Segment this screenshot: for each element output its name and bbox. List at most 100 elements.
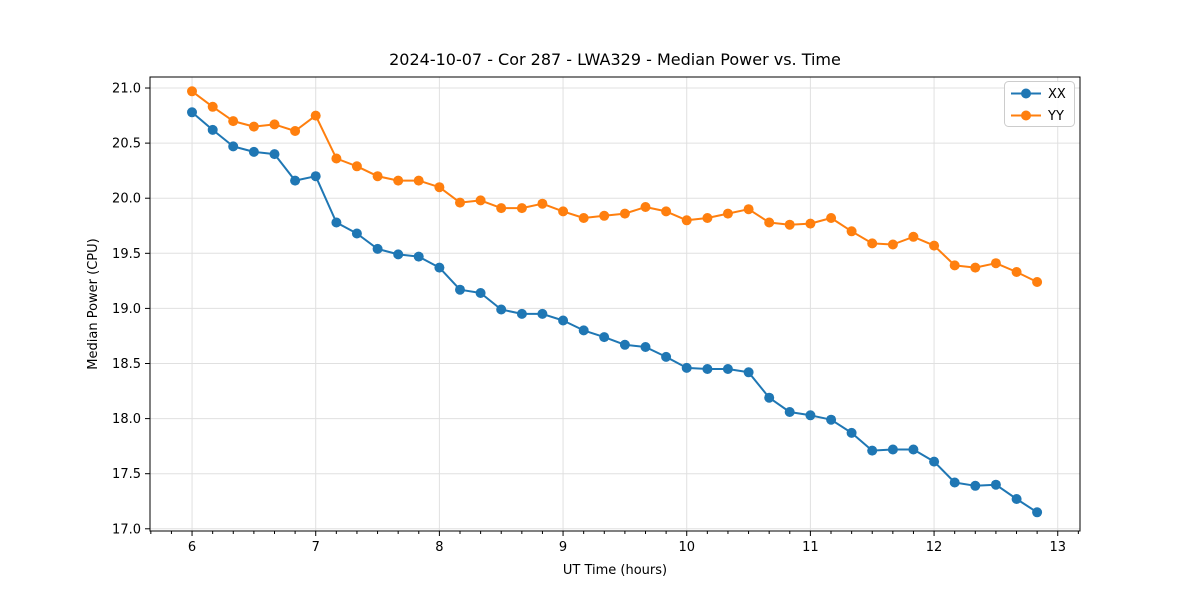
- series-XX-marker: [434, 262, 445, 273]
- series-XX-marker: [537, 308, 548, 319]
- series-XX-marker: [929, 456, 940, 467]
- series-XX-marker: [949, 477, 960, 488]
- series-YY-marker: [826, 213, 837, 223]
- series-YY-marker: [970, 262, 981, 273]
- series-YY-marker: [908, 231, 919, 242]
- axes-frame: [149, 76, 1081, 532]
- series-YY-marker: [393, 175, 404, 186]
- y-tick-label: 17.0: [112, 522, 141, 537]
- y-tick-label: 19.5: [112, 247, 141, 262]
- series-XX-marker: [908, 444, 919, 455]
- series-XX-marker: [228, 141, 239, 152]
- x-tick-label: 11: [802, 540, 819, 555]
- series-YY-marker: [640, 202, 651, 212]
- series-YY-marker: [784, 219, 795, 230]
- series-XX-marker: [846, 427, 857, 438]
- series-XX-marker: [269, 149, 280, 160]
- y-tick-label: 21.0: [112, 82, 141, 97]
- series-YY-marker: [805, 218, 816, 229]
- series-YY-marker: [764, 217, 775, 228]
- series-YY-marker: [929, 240, 940, 251]
- x-tick-label: 12: [926, 540, 943, 555]
- series-XX-marker: [496, 304, 507, 315]
- series-YY-marker: [290, 126, 301, 136]
- series-XX-marker: [599, 332, 610, 343]
- series-XX-marker: [970, 480, 981, 491]
- y-tick-label: 18.5: [112, 357, 141, 372]
- x-tick-label: 9: [559, 540, 567, 555]
- series-XX-marker: [475, 288, 486, 298]
- series-YY-marker: [248, 121, 259, 132]
- y-tick-label: 17.5: [112, 467, 141, 482]
- series-layer: [187, 86, 1043, 518]
- legend: XX YY: [1004, 81, 1075, 127]
- series-YY-marker: [702, 213, 713, 223]
- series-XX-marker: [187, 107, 197, 118]
- tick-layer: 17.0 17.5 18.0 18.5 19.0 19.5 20.0 20.5 21.0 6 7 8 9…: [112, 82, 1079, 555]
- series-XX-marker: [578, 325, 589, 336]
- series-YY-marker: [949, 260, 960, 271]
- series-XX-marker: [619, 339, 630, 350]
- series-YY-marker: [516, 203, 527, 214]
- series-XX-marker: [887, 444, 898, 455]
- series-YY-marker: [269, 119, 280, 130]
- series-XX-marker: [310, 171, 321, 182]
- series-XX-marker: [722, 364, 733, 374]
- legend-label: YY: [1047, 109, 1064, 124]
- y-tick-label: 20.0: [112, 192, 141, 207]
- series-YY-marker: [351, 161, 362, 172]
- series-YY-marker: [743, 204, 754, 215]
- series-YY-marker: [599, 210, 610, 221]
- series-YY-marker: [578, 213, 589, 223]
- series-YY-marker: [681, 215, 692, 226]
- series-XX-marker: [681, 362, 692, 373]
- series-YY-marker: [310, 110, 321, 121]
- x-tick-label: 7: [312, 540, 320, 555]
- x-tick-label: 6: [188, 540, 196, 555]
- series-XX-marker: [393, 249, 404, 260]
- series-YY-marker: [846, 226, 857, 237]
- x-axis-label: UT Time (hours): [563, 563, 667, 578]
- legend-marker-sample: [1021, 88, 1031, 99]
- series-XX-marker: [558, 315, 569, 326]
- series-YY-marker: [475, 195, 486, 206]
- x-tick-label: 10: [678, 540, 695, 555]
- series-YY-marker: [331, 153, 342, 164]
- series-YY-marker: [887, 239, 898, 250]
- series-XX-marker: [248, 146, 259, 157]
- series-XX-marker: [413, 251, 424, 262]
- series-XX-marker: [805, 410, 816, 421]
- x-tick-label: 13: [1049, 540, 1066, 555]
- series-YY-marker: [455, 197, 465, 208]
- series-XX-marker: [516, 308, 527, 319]
- series-XX-marker: [290, 175, 301, 186]
- legend-marker-sample: [1021, 110, 1031, 121]
- series-YY-marker: [207, 101, 218, 112]
- grid-layer: [150, 77, 1080, 531]
- series-YY-marker: [496, 203, 507, 214]
- series-YY-marker: [619, 208, 630, 219]
- series-XX-marker: [764, 392, 775, 403]
- series-XX-marker: [640, 342, 651, 352]
- series-XX-marker: [207, 124, 218, 135]
- series-YY-marker: [228, 116, 239, 127]
- series-YY-marker: [558, 206, 569, 217]
- series-YY-marker: [537, 198, 548, 209]
- series-XX-marker: [1032, 507, 1043, 518]
- series-YY-marker: [1032, 277, 1043, 287]
- series-XX-marker: [455, 284, 465, 295]
- series-YY-marker: [434, 182, 445, 193]
- y-tick-label: 20.5: [112, 137, 141, 152]
- y-tick-label: 18.0: [112, 412, 141, 427]
- series-YY-marker: [187, 86, 197, 97]
- x-tick-label: 8: [435, 540, 443, 555]
- series-XX-marker: [867, 445, 878, 456]
- series-YY-marker: [867, 238, 878, 249]
- legend-label: XX: [1048, 87, 1066, 102]
- series-XX-marker: [990, 479, 1001, 490]
- series-YY-marker: [661, 206, 672, 217]
- series-XX-marker: [826, 414, 837, 425]
- y-axis-label: Median Power (CPU): [86, 238, 101, 369]
